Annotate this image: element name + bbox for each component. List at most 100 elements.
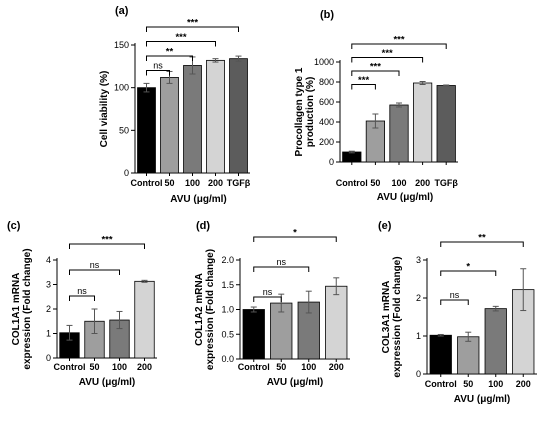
error-bar <box>348 150 355 154</box>
y-tick-label: 150 <box>114 40 129 50</box>
y-tick-label: 4 <box>46 255 51 265</box>
y-tick-label: 800 <box>319 77 334 87</box>
significance-label: ns <box>263 287 273 297</box>
x-axis-label: AVU (μg/ml) <box>267 377 323 388</box>
y-tick-label: 200 <box>319 137 334 147</box>
panel-label: (d) <box>196 220 210 232</box>
significance-bracket: *** <box>351 75 376 90</box>
panel-label: (c) <box>7 220 21 232</box>
x-tick-label: 200 <box>415 178 430 188</box>
bar-100 <box>183 65 202 174</box>
error-bar <box>91 308 98 334</box>
y-tick-label: 1 <box>416 331 421 341</box>
error-bar <box>443 84 450 87</box>
bar-200 <box>134 280 155 359</box>
x-tick-label: 100 <box>112 362 127 372</box>
y-axis-label: Cell viability (%) <box>99 71 110 148</box>
error-bar <box>372 113 379 129</box>
y-tick-label: 0 <box>329 157 334 167</box>
y-tick-label: 50 <box>119 125 129 135</box>
y-tick-label: 600 <box>319 97 334 107</box>
significance-label: *** <box>358 75 369 86</box>
significance-bracket: ns <box>253 287 282 302</box>
x-tick-label: Control <box>131 178 163 188</box>
x-tick-label: Control <box>54 362 86 372</box>
x-axis-label: AVU (μg/ml) <box>79 377 135 388</box>
significance-label: ** <box>166 47 174 58</box>
x-tick-label: 100 <box>488 379 503 389</box>
significance-label: ns <box>90 260 100 270</box>
chart-panel-d: (d) 0.0 0.5 1.0 1.5 2.0 Control 50 100 200 AVU (μg… <box>194 220 350 388</box>
panel-label: (e) <box>378 220 392 232</box>
y-tick-label: 2 <box>416 293 421 303</box>
error-bar <box>66 324 73 341</box>
y-tick-label: 3 <box>416 255 421 265</box>
bar-50 <box>457 336 480 375</box>
error-bar <box>520 268 527 312</box>
error-bar <box>437 333 444 337</box>
x-tick-label: TGFβ <box>227 178 251 188</box>
chart-panel-b: (b) 0 200 400 600 800 1000 Control 50 100 200 TGFβA… <box>294 9 458 203</box>
x-tick-label: 200 <box>516 379 531 389</box>
y-tick-label: 100 <box>114 83 129 93</box>
significance-bracket: ns <box>69 260 120 275</box>
significance-label: ns <box>276 257 286 267</box>
y-tick-label: 3 <box>46 280 51 290</box>
x-tick-label: 200 <box>208 178 223 188</box>
y-tick-label: 1.5 <box>221 280 234 290</box>
y-tick-label: 2.0 <box>221 255 234 265</box>
panel-label: (b) <box>320 9 334 21</box>
x-tick-label: 200 <box>329 362 344 372</box>
bar-control <box>242 309 265 360</box>
significance-label: *** <box>393 35 404 46</box>
significance-label: ** <box>478 233 486 244</box>
y-tick-label: 1.0 <box>221 305 234 315</box>
significance-label: ns <box>450 290 460 300</box>
significance-bracket: *** <box>146 32 216 47</box>
y-axis-label: COL1A1 mRNAexpression (Fold change) <box>11 248 33 369</box>
x-tick-label: 100 <box>301 362 316 372</box>
x-axis-label: AVU (μg/ml) <box>454 394 510 405</box>
bar-100 <box>484 308 507 375</box>
x-tick-label: 50 <box>276 362 286 372</box>
significance-bracket: * <box>253 228 337 242</box>
y-tick-label: 1000 <box>314 57 334 67</box>
error-bar <box>396 102 402 108</box>
significance-bracket: * <box>440 262 497 276</box>
bar-200 <box>206 59 225 174</box>
x-tick-label: 200 <box>137 362 152 372</box>
y-tick-label: 0.0 <box>221 354 234 364</box>
y-tick-label: 400 <box>319 117 334 127</box>
significance-bracket: *** <box>146 18 239 32</box>
error-bar <box>143 82 150 93</box>
bar-100 <box>389 104 409 163</box>
bar-200 <box>412 82 433 163</box>
significance-bracket: ns <box>146 61 170 76</box>
significance-label: * <box>466 262 470 273</box>
error-bar <box>419 81 426 85</box>
error-bar <box>235 55 242 62</box>
x-tick-label: Control <box>425 379 457 389</box>
bar-control <box>429 334 452 375</box>
significance-label: ns <box>77 286 87 296</box>
bar-control <box>137 87 156 174</box>
error-bar <box>465 331 472 342</box>
significance-label: *** <box>175 32 186 43</box>
x-tick-label: 50 <box>370 178 380 188</box>
y-tick-label: 2 <box>46 304 51 314</box>
significance-bracket: ** <box>440 233 524 247</box>
x-tick-label: 50 <box>89 362 99 372</box>
error-bar <box>305 290 312 314</box>
x-tick-label: Control <box>238 362 270 372</box>
significance-bracket: ** <box>146 47 193 61</box>
x-tick-label: TGFβ <box>434 178 458 188</box>
x-tick-label: 100 <box>391 178 406 188</box>
significance-label: *** <box>187 18 198 29</box>
x-axis-label: AVU (μg/ml) <box>377 192 433 203</box>
bar-control <box>342 151 362 163</box>
panel-label: (a) <box>115 5 129 17</box>
